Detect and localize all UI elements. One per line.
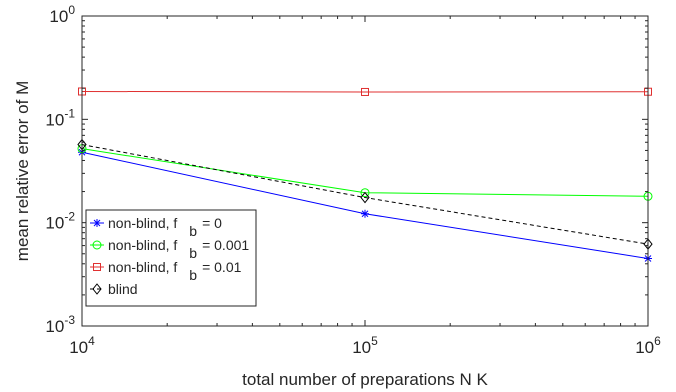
legend-label: non-blind, f b = 0.01 [108, 259, 242, 283]
y-tick-label: 10-2 [45, 210, 75, 233]
legend-label: blind [108, 281, 138, 297]
legend-marker [93, 263, 101, 271]
legend-box [85, 209, 257, 307]
data-point [360, 188, 370, 198]
legend-item: non-blind, f b = 0.01 [90, 259, 242, 283]
y-tick-label: 10-1 [45, 106, 75, 129]
x-tick-label: 104 [69, 334, 95, 357]
legend-label: non-blind, f b = 0 [108, 215, 222, 239]
legend-marker [93, 219, 101, 227]
series-line [81, 144, 649, 245]
x-tick-label: 106 [635, 334, 661, 357]
legend-item: blind [90, 281, 138, 297]
y-tick-label: 10-3 [45, 313, 75, 336]
legend-item: non-blind, f b = 0.001 [90, 237, 249, 261]
data-point [361, 87, 369, 96]
x-axis-label: total number of preparations N K [242, 370, 488, 389]
y-axis-label: mean relative error of M [13, 81, 32, 261]
legend-marker [92, 240, 102, 250]
data-point [360, 191, 370, 204]
y-tick-label: 100 [49, 3, 75, 26]
legend-item: non-blind, f b = 0 [90, 215, 222, 239]
tick-layer: 104 105 106 10-3 10-2 10-1 100 [45, 3, 661, 357]
data-point [361, 209, 369, 218]
legend-marker [92, 283, 102, 295]
legend-label: non-blind, f b = 0.001 [108, 237, 249, 261]
x-tick-label: 105 [352, 334, 378, 357]
